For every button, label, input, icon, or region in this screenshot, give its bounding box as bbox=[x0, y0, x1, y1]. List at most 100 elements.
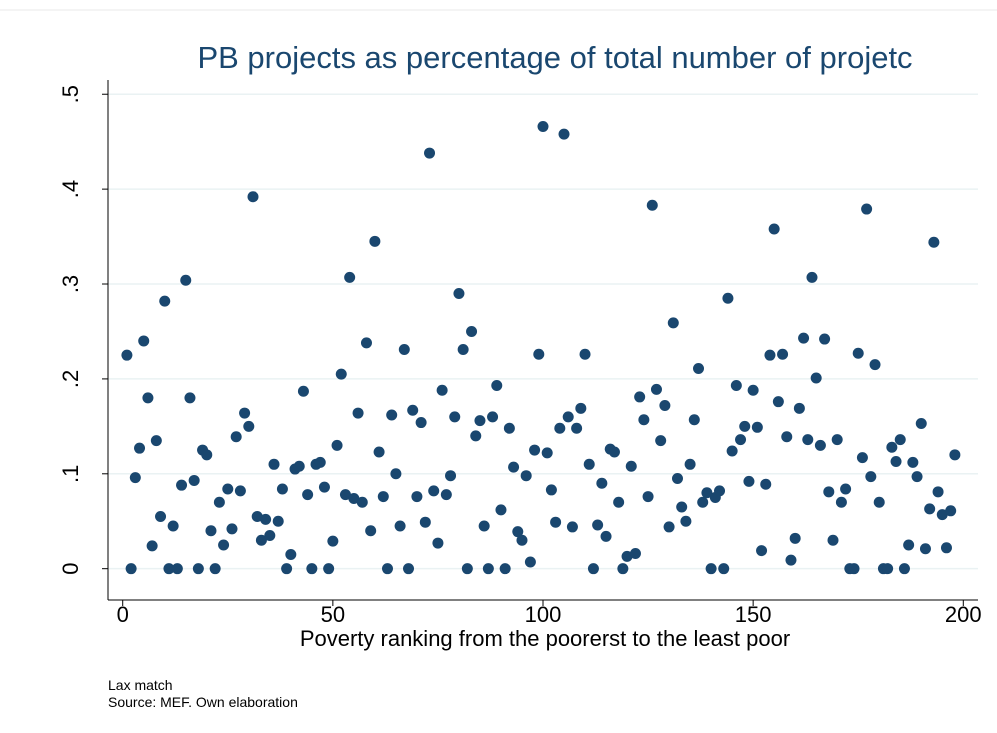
point bbox=[125, 563, 137, 575]
note: Lax match bbox=[108, 677, 173, 693]
point bbox=[835, 496, 847, 508]
point bbox=[373, 446, 385, 458]
point bbox=[155, 510, 167, 522]
point bbox=[436, 384, 448, 396]
point bbox=[302, 489, 314, 501]
point bbox=[129, 472, 141, 484]
point bbox=[730, 380, 742, 392]
point bbox=[474, 415, 486, 427]
point bbox=[814, 439, 826, 451]
y-tick-label: .5 bbox=[58, 85, 83, 103]
point bbox=[470, 430, 482, 442]
point bbox=[306, 563, 318, 575]
point bbox=[461, 563, 473, 575]
x-tick-label: 50 bbox=[321, 602, 345, 627]
point bbox=[550, 516, 562, 528]
point bbox=[482, 563, 494, 575]
point bbox=[587, 563, 599, 575]
point bbox=[911, 471, 923, 483]
y-tick-label: .3 bbox=[58, 275, 83, 293]
point bbox=[260, 513, 272, 525]
point bbox=[524, 556, 536, 568]
point bbox=[932, 486, 944, 498]
point bbox=[339, 489, 351, 501]
point bbox=[671, 473, 683, 485]
point bbox=[159, 295, 171, 307]
point bbox=[499, 563, 511, 575]
x-tick-label: 0 bbox=[117, 602, 129, 627]
point bbox=[466, 325, 478, 337]
point bbox=[163, 563, 175, 575]
point bbox=[398, 343, 410, 355]
point bbox=[176, 479, 188, 491]
point bbox=[810, 372, 822, 384]
x-tick-label: 200 bbox=[945, 602, 982, 627]
point bbox=[209, 563, 221, 575]
point bbox=[663, 521, 675, 533]
point bbox=[613, 496, 625, 508]
point bbox=[831, 434, 843, 446]
point bbox=[281, 563, 293, 575]
point bbox=[180, 274, 192, 286]
point bbox=[247, 191, 259, 203]
point bbox=[453, 288, 465, 300]
point bbox=[541, 447, 553, 459]
point bbox=[625, 460, 637, 472]
point bbox=[726, 445, 738, 457]
point bbox=[360, 337, 372, 349]
point bbox=[184, 392, 196, 404]
point bbox=[936, 509, 948, 521]
point bbox=[503, 422, 515, 434]
point bbox=[840, 483, 852, 495]
point bbox=[945, 505, 957, 517]
point bbox=[722, 292, 734, 304]
point bbox=[491, 380, 503, 392]
point bbox=[432, 537, 444, 549]
point bbox=[659, 399, 671, 411]
point bbox=[445, 470, 457, 482]
point bbox=[806, 271, 818, 283]
point bbox=[121, 349, 133, 361]
point bbox=[735, 434, 747, 446]
point bbox=[562, 411, 574, 423]
point bbox=[827, 534, 839, 546]
point bbox=[575, 402, 587, 414]
point bbox=[285, 548, 297, 560]
point bbox=[894, 434, 906, 446]
point bbox=[848, 563, 860, 575]
point bbox=[411, 491, 423, 503]
point bbox=[171, 563, 183, 575]
note: Source: MEF. Own elaboration bbox=[108, 694, 298, 710]
point bbox=[239, 407, 251, 419]
point bbox=[873, 496, 885, 508]
point bbox=[293, 460, 305, 472]
point bbox=[545, 484, 557, 496]
point bbox=[344, 271, 356, 283]
point bbox=[226, 523, 238, 535]
point bbox=[457, 343, 469, 355]
point bbox=[701, 487, 713, 499]
point bbox=[693, 362, 705, 374]
point bbox=[819, 333, 831, 345]
point bbox=[869, 359, 881, 371]
point bbox=[785, 554, 797, 566]
point bbox=[318, 481, 330, 493]
point bbox=[356, 496, 368, 508]
point bbox=[705, 563, 717, 575]
point bbox=[655, 435, 667, 447]
point bbox=[793, 402, 805, 414]
point bbox=[508, 461, 520, 473]
point bbox=[348, 492, 360, 504]
point bbox=[323, 563, 335, 575]
point bbox=[314, 456, 326, 468]
point bbox=[743, 475, 755, 487]
point bbox=[222, 483, 234, 495]
point bbox=[629, 548, 641, 560]
point bbox=[772, 396, 784, 408]
point bbox=[243, 420, 255, 432]
point bbox=[903, 539, 915, 551]
y-tick-label: 0 bbox=[58, 563, 83, 575]
point bbox=[403, 563, 415, 575]
